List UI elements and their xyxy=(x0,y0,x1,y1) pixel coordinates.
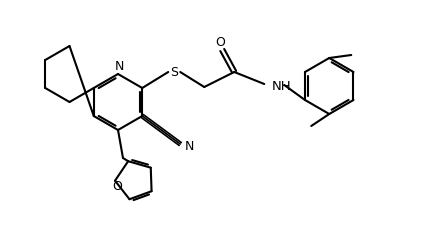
Text: O: O xyxy=(112,180,122,193)
Text: N: N xyxy=(114,60,124,74)
Text: NH: NH xyxy=(272,80,292,94)
Text: O: O xyxy=(215,36,225,50)
Text: S: S xyxy=(170,66,178,78)
Text: N: N xyxy=(185,140,195,153)
